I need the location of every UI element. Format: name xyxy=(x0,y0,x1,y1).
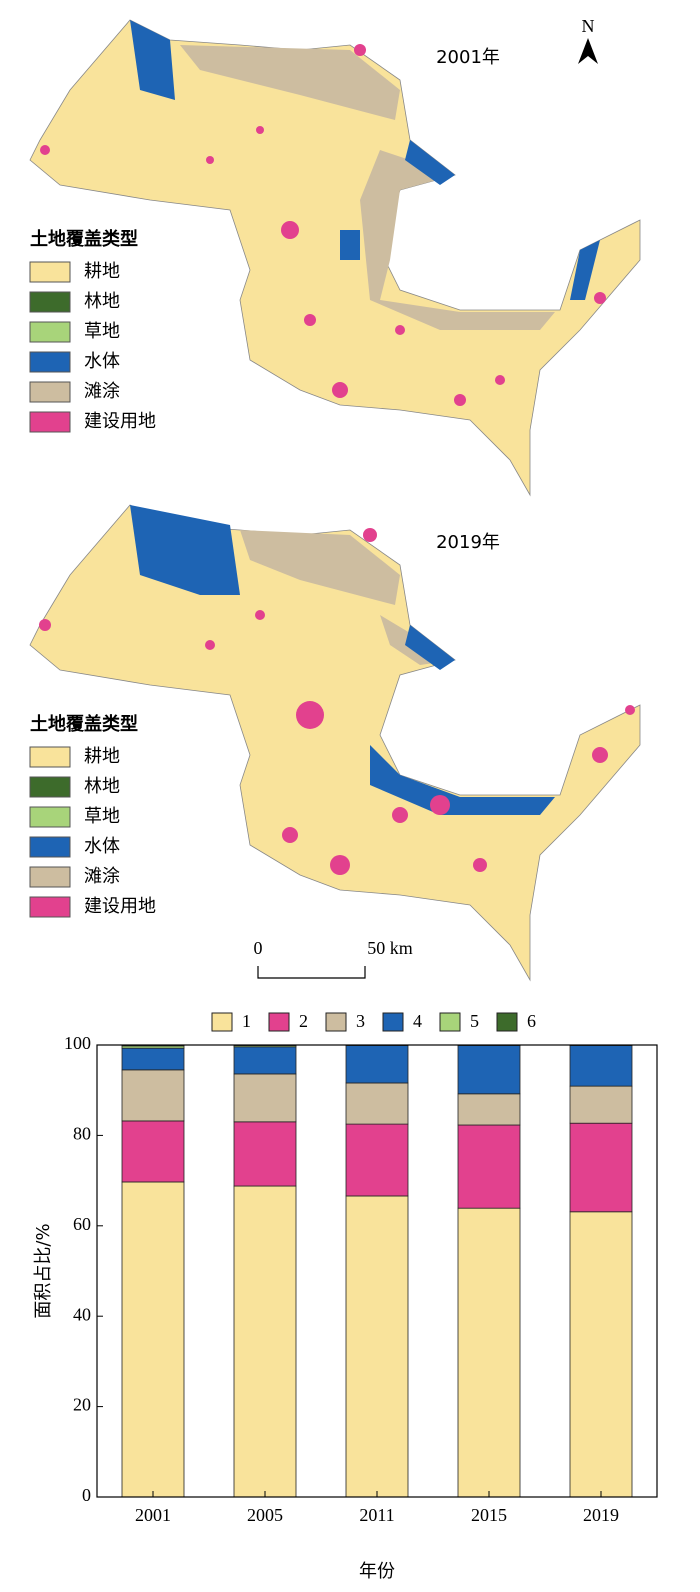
legend-label: 4 xyxy=(413,1011,422,1031)
y-tick-label: 80 xyxy=(73,1124,91,1144)
legend-swatch xyxy=(382,1012,404,1032)
legend-label: 滩涂 xyxy=(84,381,120,402)
legend-swatch xyxy=(211,1012,233,1032)
legend-swatch xyxy=(29,746,71,768)
y-tick-label: 20 xyxy=(73,1395,91,1415)
bar-segment xyxy=(569,1045,633,1087)
scale-bar xyxy=(257,966,366,979)
legend-label: 建设用地 xyxy=(84,411,156,432)
bar-segment xyxy=(233,1121,297,1187)
north-arrow xyxy=(578,38,598,64)
bar-segment xyxy=(233,1185,297,1498)
north-label: N xyxy=(582,16,595,36)
legend-swatch xyxy=(439,1012,461,1032)
legend-label: 水体 xyxy=(84,351,120,372)
x-tick-label: 2019 xyxy=(583,1505,619,1525)
legend-label: 耕地 xyxy=(84,261,120,282)
legend-swatch xyxy=(29,261,71,283)
bar-segment xyxy=(121,1047,185,1071)
legend-label: 水体 xyxy=(84,836,120,857)
legend-title: 土地覆盖类型 xyxy=(30,713,138,735)
legend-label: 6 xyxy=(527,1011,536,1031)
legend-label: 林地 xyxy=(84,776,120,797)
legend-swatch xyxy=(29,291,71,313)
bar-segment xyxy=(345,1195,409,1498)
bar-segment xyxy=(569,1122,633,1213)
legend-label: 林地 xyxy=(84,291,120,312)
bar-segment xyxy=(569,1085,633,1124)
legend-swatch xyxy=(29,836,71,858)
bar-segment xyxy=(233,1073,297,1123)
bar-segment xyxy=(121,1181,185,1498)
legend-swatch xyxy=(29,411,71,433)
bar-segment xyxy=(121,1120,185,1183)
bar-segment xyxy=(457,1207,521,1498)
bar-segment xyxy=(457,1093,521,1126)
map xyxy=(29,19,641,496)
bar-segment xyxy=(121,1069,185,1122)
map-title: 2019年 xyxy=(436,532,500,553)
y-tick-label: 40 xyxy=(73,1304,91,1324)
y-axis-label: 面积占比/% xyxy=(33,1223,54,1318)
legend-label: 草地 xyxy=(84,806,120,827)
legend-swatch xyxy=(29,321,71,343)
legend-label: 耕地 xyxy=(84,746,120,767)
legend-swatch xyxy=(29,351,71,373)
x-tick-label: 2015 xyxy=(471,1505,507,1525)
x-axis-label: 年份 xyxy=(359,1561,395,1582)
plot-frame xyxy=(96,1044,658,1498)
x-tick-label: 2005 xyxy=(247,1505,283,1525)
legend-label: 2 xyxy=(299,1011,308,1031)
bar-segment xyxy=(457,1045,521,1095)
bar-segment xyxy=(345,1082,409,1125)
legend-swatch xyxy=(29,381,71,403)
legend-swatch xyxy=(268,1012,290,1032)
bar-segment xyxy=(345,1123,409,1197)
y-tick-label: 60 xyxy=(73,1214,91,1234)
legend-swatch xyxy=(496,1012,518,1032)
bar-segment xyxy=(345,1045,409,1084)
legend-label: 5 xyxy=(470,1011,479,1031)
legend-label: 3 xyxy=(356,1011,365,1031)
legend-swatch xyxy=(325,1012,347,1032)
y-tick-label: 0 xyxy=(82,1485,91,1505)
legend-swatch xyxy=(29,806,71,828)
legend-swatch xyxy=(29,776,71,798)
y-tick-label: 100 xyxy=(64,1033,91,1053)
bar-segment xyxy=(233,1046,297,1075)
legend-label: 滩涂 xyxy=(84,866,120,887)
bar-segment xyxy=(569,1211,633,1498)
bar-segment xyxy=(457,1124,521,1209)
scale-label: 50 km xyxy=(367,938,413,958)
legend-label: 草地 xyxy=(84,321,120,342)
legend-swatch xyxy=(29,896,71,918)
x-tick-label: 2011 xyxy=(359,1505,394,1525)
map xyxy=(29,504,641,981)
map-title: 2001年 xyxy=(436,47,500,68)
legend-title: 土地覆盖类型 xyxy=(30,228,138,250)
scale-label: 0 xyxy=(254,938,263,958)
legend-label: 1 xyxy=(242,1011,251,1031)
x-tick-label: 2001 xyxy=(135,1505,171,1525)
legend-swatch xyxy=(29,866,71,888)
legend-label: 建设用地 xyxy=(84,896,156,917)
